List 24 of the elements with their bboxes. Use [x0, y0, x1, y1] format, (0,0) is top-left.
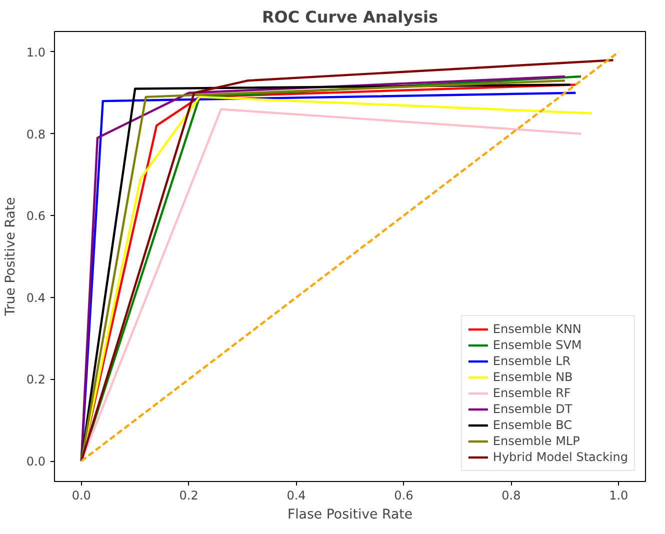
x-axis-title: Flase Positive Rate: [287, 508, 413, 522]
legend-label: Ensemble MLP: [492, 434, 580, 448]
y-tick-label: 0.0: [26, 454, 46, 469]
y-tick-label: 0.2: [26, 372, 46, 387]
legend-label: Ensemble DT: [492, 402, 572, 416]
x-tick-label: 0.6: [394, 488, 414, 502]
x-tick-label: 0.4: [286, 488, 306, 502]
y-axis-title: True Positive Rate: [3, 197, 18, 317]
legend-label: Hybrid Model Stacking: [492, 450, 628, 464]
legend-label: Ensemble LR: [492, 354, 571, 368]
chart-title: ROC Curve Analysis: [262, 8, 438, 26]
legend-label: Ensemble NB: [492, 370, 573, 384]
y-tick-label: 0.4: [26, 290, 46, 305]
legend-label: Ensemble SVM: [492, 338, 582, 352]
y-tick-label: 0.6: [26, 209, 46, 224]
legend-label: Ensemble BC: [492, 418, 572, 432]
legend-label: Ensemble RF: [492, 386, 571, 400]
x-tick-label: 0.2: [179, 488, 198, 502]
x-tick-label: 1.0: [609, 488, 628, 502]
y-tick-label: 1.0: [26, 45, 46, 60]
x-tick-label: 0.8: [502, 488, 521, 502]
x-tick-label: 0.0: [72, 488, 91, 502]
legend-label: Ensemble KNN: [492, 322, 582, 336]
y-tick-label: 0.8: [26, 127, 46, 142]
